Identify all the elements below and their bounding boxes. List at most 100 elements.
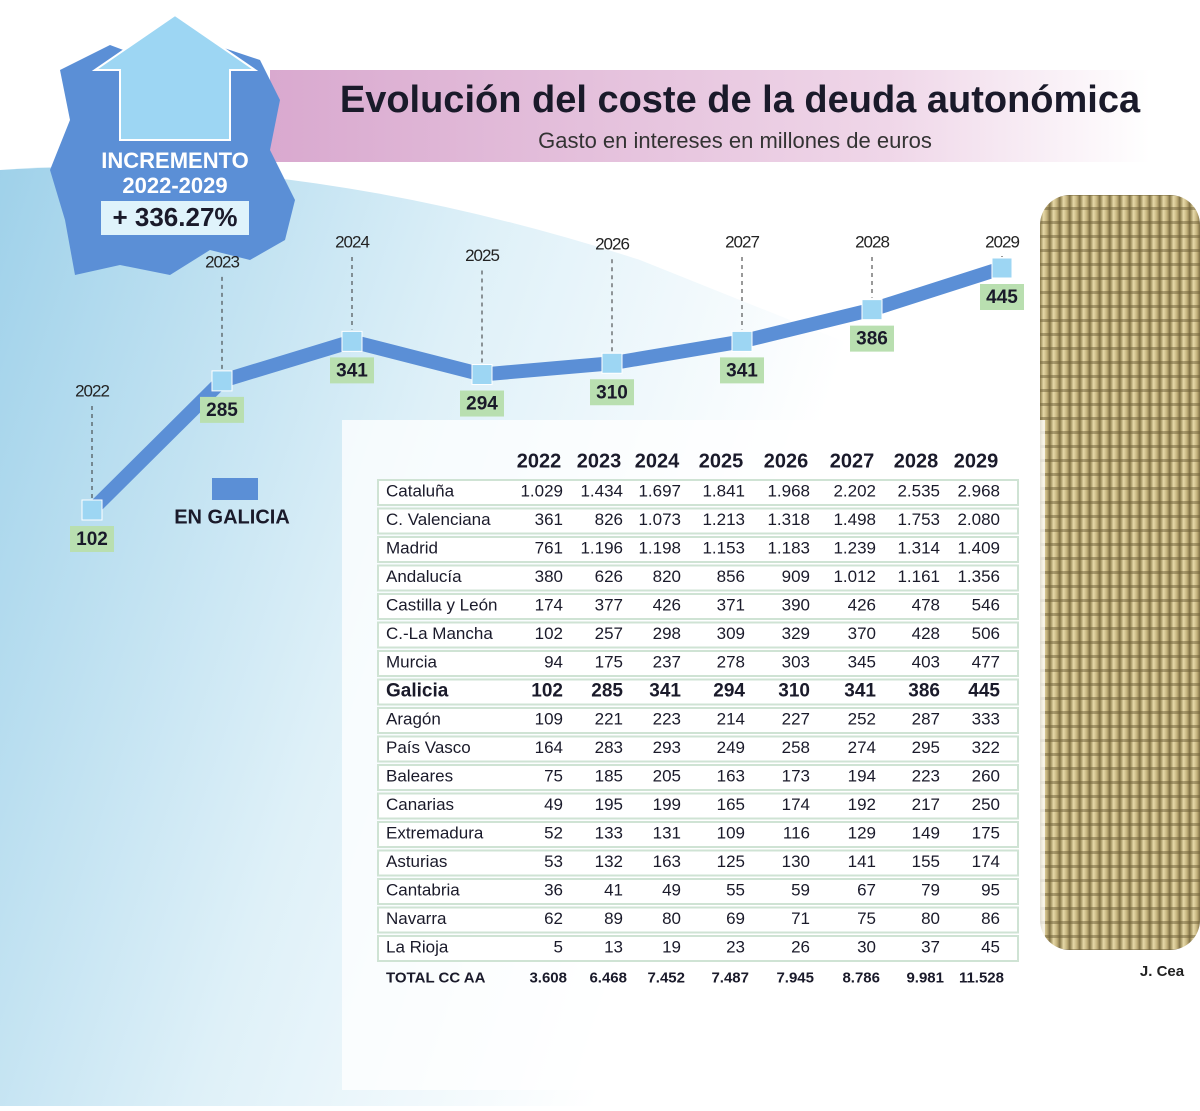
total-label: TOTAL CC AA bbox=[386, 969, 486, 986]
cell: 1.012 bbox=[833, 567, 876, 586]
cell: 223 bbox=[912, 766, 940, 785]
row-bg bbox=[377, 507, 1019, 535]
cell: 175 bbox=[972, 823, 1000, 842]
cell: 164 bbox=[535, 738, 563, 757]
cell: 26 bbox=[791, 937, 810, 956]
row-bg bbox=[377, 650, 1019, 677]
value-label-box bbox=[200, 396, 244, 423]
badge-value: + 336.27% bbox=[112, 202, 237, 232]
cell: 141 bbox=[848, 852, 876, 871]
value-label: 310 bbox=[596, 382, 628, 403]
cell: 293 bbox=[653, 738, 681, 757]
cell: 194 bbox=[848, 766, 876, 785]
cell: 62 bbox=[544, 909, 563, 928]
cell: 23 bbox=[726, 937, 745, 956]
row-bg bbox=[377, 906, 1019, 934]
cell: 285 bbox=[591, 681, 623, 702]
row-bg bbox=[377, 764, 1019, 791]
row-label: C.-La Mancha bbox=[386, 624, 493, 643]
badge-box bbox=[101, 201, 249, 235]
cell: 217 bbox=[912, 795, 940, 814]
row-label: País Vasco bbox=[386, 738, 471, 757]
column-header: 2023 bbox=[577, 450, 622, 472]
cell: 80 bbox=[921, 909, 940, 928]
cell: 1.073 bbox=[638, 510, 681, 529]
cell: 477 bbox=[972, 652, 1000, 671]
row-label: Castilla y León bbox=[386, 595, 498, 614]
cell: 173 bbox=[782, 766, 810, 785]
badge-period: 2022-2029 bbox=[122, 173, 227, 198]
cell: 309 bbox=[717, 624, 745, 643]
cell: 205 bbox=[653, 766, 681, 785]
value-label-box bbox=[460, 390, 504, 417]
row-label: Galicia bbox=[386, 681, 449, 702]
cell: 341 bbox=[649, 681, 681, 702]
cell: 1.434 bbox=[580, 481, 623, 500]
cell: 86 bbox=[981, 909, 1000, 928]
badge-title: INCREMENTO bbox=[101, 148, 249, 173]
value-label: 445 bbox=[986, 287, 1018, 308]
row-label: Aragón bbox=[386, 709, 441, 728]
cell: 1.196 bbox=[580, 538, 623, 557]
value-label: 386 bbox=[856, 329, 888, 350]
cell: 1.029 bbox=[520, 481, 563, 500]
total-cell: 7.452 bbox=[647, 969, 685, 986]
cell: 67 bbox=[857, 880, 876, 899]
cell: 133 bbox=[595, 823, 623, 842]
row-bg bbox=[377, 878, 1019, 905]
cell: 1.161 bbox=[897, 567, 940, 586]
total-cell: 6.468 bbox=[589, 969, 627, 986]
cell: 310 bbox=[778, 681, 810, 702]
total-cell: 11.528 bbox=[959, 969, 1004, 986]
series-line bbox=[87, 261, 1005, 515]
row-bg bbox=[377, 792, 1019, 820]
cell: 223 bbox=[653, 709, 681, 728]
cell: 1.968 bbox=[767, 481, 810, 500]
cell: 361 bbox=[535, 510, 563, 529]
cell: 116 bbox=[783, 823, 810, 842]
cell: 2.202 bbox=[833, 481, 876, 500]
cell: 287 bbox=[912, 709, 940, 728]
total-cell: 9.981 bbox=[906, 969, 944, 986]
row-label: Cataluña bbox=[386, 481, 455, 500]
cell: 175 bbox=[595, 652, 623, 671]
cell: 49 bbox=[544, 795, 563, 814]
cell: 1.498 bbox=[833, 510, 876, 529]
cell: 192 bbox=[848, 795, 876, 814]
row-label: Madrid bbox=[386, 538, 438, 557]
point bbox=[471, 364, 493, 386]
cell: 2.535 bbox=[897, 481, 940, 500]
cell: 506 bbox=[972, 624, 1000, 643]
row-bg bbox=[377, 935, 1019, 962]
cell: 428 bbox=[912, 624, 940, 643]
cell: 37 bbox=[921, 937, 940, 956]
total-cell: 3.608 bbox=[529, 969, 567, 986]
x-label: 2022 bbox=[75, 381, 109, 400]
cell: 856 bbox=[717, 567, 745, 586]
x-label: 2023 bbox=[205, 252, 239, 271]
cell: 546 bbox=[972, 595, 1000, 614]
point bbox=[601, 352, 623, 374]
cell: 102 bbox=[535, 624, 563, 643]
cell: 626 bbox=[595, 567, 623, 586]
cell: 258 bbox=[782, 738, 810, 757]
title-band bbox=[270, 70, 1150, 162]
row-bg bbox=[377, 821, 1019, 848]
cell: 257 bbox=[595, 624, 623, 643]
row-bg bbox=[377, 621, 1019, 649]
cell: 5 bbox=[554, 937, 563, 956]
cell: 278 bbox=[717, 652, 745, 671]
cell: 345 bbox=[848, 652, 876, 671]
cell: 445 bbox=[968, 681, 1000, 702]
row-label: C. Valenciana bbox=[386, 510, 491, 529]
cell: 52 bbox=[544, 823, 563, 842]
cell: 380 bbox=[535, 567, 563, 586]
total-cell: 7.487 bbox=[711, 969, 749, 986]
row-bg bbox=[377, 564, 1019, 592]
cell: 390 bbox=[782, 595, 810, 614]
point bbox=[861, 299, 883, 321]
cell: 131 bbox=[653, 823, 681, 842]
cell: 49 bbox=[662, 880, 681, 899]
value-label: 341 bbox=[336, 360, 368, 381]
